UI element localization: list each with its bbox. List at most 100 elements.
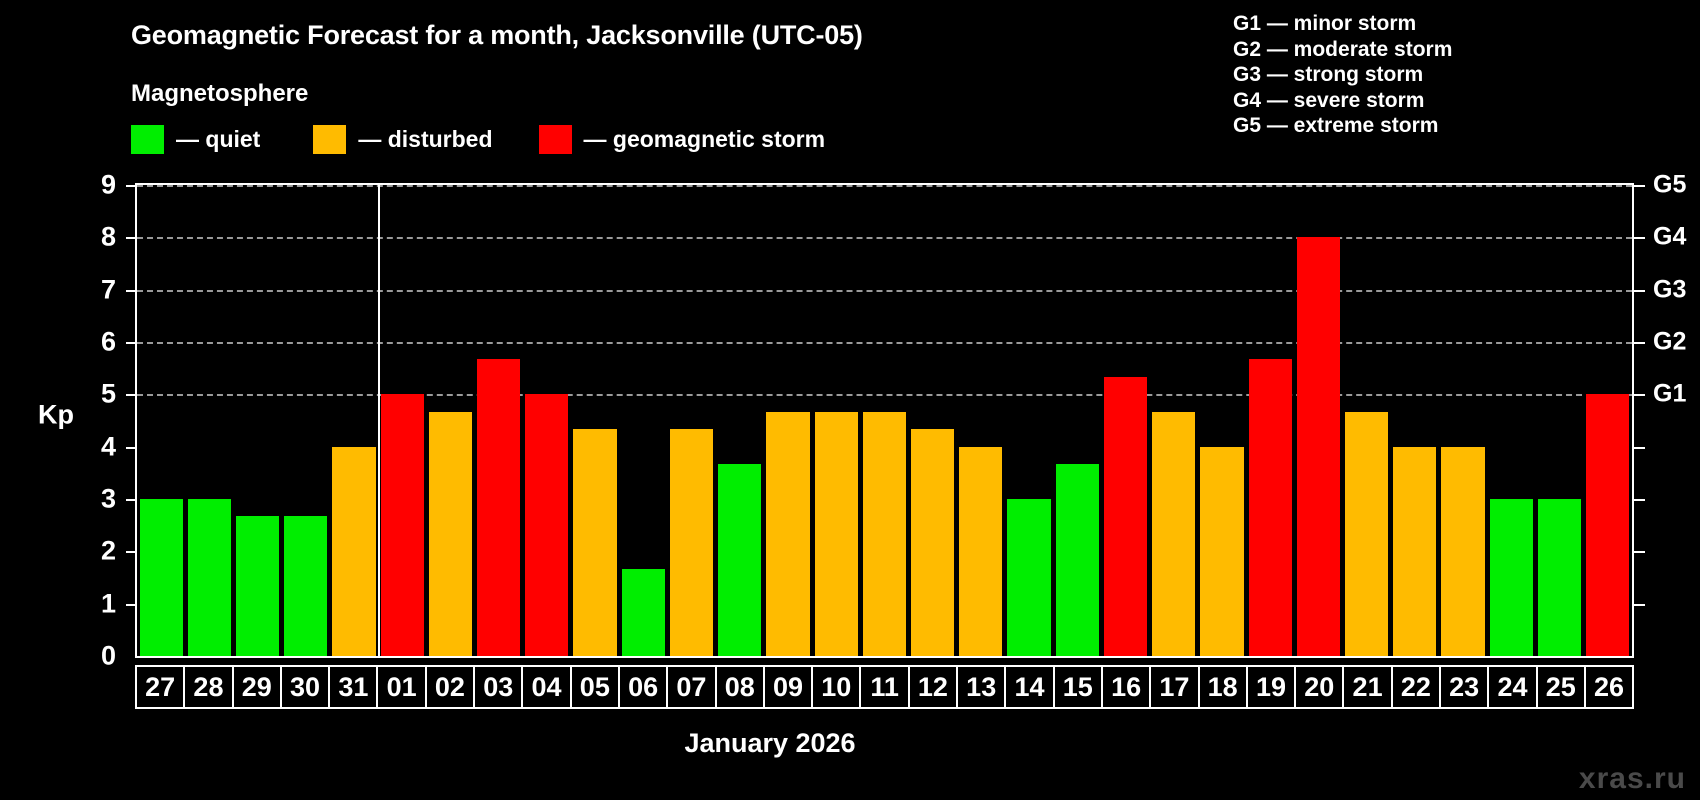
g-scale-item-g5: G5 — extreme storm: [1233, 114, 1439, 137]
day-label-08[interactable]: 08: [717, 667, 765, 707]
bar-02[interactable]: [428, 411, 473, 656]
day-label-28[interactable]: 28: [185, 667, 234, 707]
day-label-25[interactable]: 25: [1538, 667, 1586, 707]
bar-28[interactable]: [187, 499, 231, 656]
legend-label: — geomagnetic storm: [583, 126, 826, 152]
bar-cell-31[interactable]: [330, 185, 378, 656]
day-label-31[interactable]: 31: [330, 667, 379, 707]
bar-cell-18[interactable]: [1198, 185, 1246, 656]
day-label-17[interactable]: 17: [1151, 667, 1200, 707]
bar-08[interactable]: [718, 463, 762, 656]
bar-cell-24[interactable]: [1487, 185, 1535, 656]
day-label-10[interactable]: 10: [813, 667, 862, 707]
day-label-01[interactable]: 01: [378, 667, 427, 707]
day-label-03[interactable]: 03: [475, 667, 524, 707]
bar-09[interactable]: [766, 411, 810, 656]
bar-cell-11[interactable]: [860, 185, 908, 656]
bar-24[interactable]: [1489, 499, 1533, 656]
day-label-02[interactable]: 02: [427, 667, 476, 707]
day-label-20[interactable]: 20: [1296, 667, 1345, 707]
bar-cell-06[interactable]: [619, 185, 667, 656]
bar-05[interactable]: [573, 429, 617, 656]
bar-18[interactable]: [1200, 446, 1244, 656]
bar-03[interactable]: [477, 359, 521, 656]
day-label-07[interactable]: 07: [668, 667, 717, 707]
day-label-29[interactable]: 29: [234, 667, 282, 707]
bar-04[interactable]: [525, 394, 569, 656]
day-label-14[interactable]: 14: [1006, 667, 1055, 707]
bar-cell-14[interactable]: [1005, 185, 1053, 656]
bar-cell-30[interactable]: [282, 185, 330, 656]
bar-cell-17[interactable]: [1150, 185, 1198, 656]
bar-30[interactable]: [284, 516, 328, 656]
bar-cell-28[interactable]: [185, 185, 233, 656]
bar-31[interactable]: [332, 446, 376, 656]
bar-15[interactable]: [1055, 463, 1099, 656]
bar-01[interactable]: [380, 394, 424, 656]
day-label-22[interactable]: 22: [1393, 667, 1442, 707]
bar-29[interactable]: [235, 516, 280, 656]
bar-cell-04[interactable]: [523, 185, 571, 656]
legend-item-1: — disturbed: [313, 125, 493, 154]
bar-cell-07[interactable]: [667, 185, 715, 656]
bar-cell-03[interactable]: [475, 185, 523, 656]
bar-cell-02[interactable]: [426, 185, 474, 656]
bar-26[interactable]: [1586, 394, 1630, 656]
bar-cell-20[interactable]: [1294, 185, 1342, 656]
bar-cell-26[interactable]: [1584, 185, 1632, 656]
bar-20[interactable]: [1296, 237, 1340, 656]
bar-cell-13[interactable]: [957, 185, 1005, 656]
x-axis-day-labels: 27 28 29 30 31 01 02 03 04 05 06 07 08 09 10 11 12 13 14 15…: [135, 665, 1634, 709]
day-label-05[interactable]: 05: [572, 667, 620, 707]
bar-12[interactable]: [911, 429, 955, 656]
bar-cell-23[interactable]: [1439, 185, 1487, 656]
day-label-19[interactable]: 19: [1248, 667, 1297, 707]
bar-cell-29[interactable]: [233, 185, 281, 656]
day-label-09[interactable]: 09: [765, 667, 814, 707]
bar-cell-08[interactable]: [716, 185, 764, 656]
bar-cell-09[interactable]: [764, 185, 812, 656]
day-label-27[interactable]: 27: [137, 667, 186, 707]
bar-06[interactable]: [621, 568, 665, 656]
day-label-26[interactable]: 26: [1594, 671, 1625, 702]
bar-16[interactable]: [1103, 377, 1148, 656]
day-label-13[interactable]: 13: [958, 667, 1007, 707]
day-label-12[interactable]: 12: [910, 667, 959, 707]
bar-11[interactable]: [862, 411, 906, 656]
day-label-24[interactable]: 24: [1489, 667, 1538, 707]
day-label-06[interactable]: 06: [620, 667, 669, 707]
bar-cell-16[interactable]: [1101, 185, 1149, 656]
bar-cell-01[interactable]: [378, 185, 426, 656]
legend-swatch-icon: [538, 125, 572, 154]
bar-cell-10[interactable]: [812, 185, 860, 656]
bar-cell-27[interactable]: [137, 185, 185, 656]
bar-13[interactable]: [959, 446, 1003, 656]
day-label-30[interactable]: 30: [282, 667, 331, 707]
bar-14[interactable]: [1007, 499, 1051, 656]
bar-19[interactable]: [1248, 359, 1292, 656]
bar-cell-25[interactable]: [1535, 185, 1583, 656]
bar-07[interactable]: [669, 429, 714, 656]
bar-27[interactable]: [139, 499, 183, 656]
bar-cell-15[interactable]: [1053, 185, 1101, 656]
bar-21[interactable]: [1344, 411, 1389, 656]
day-label-21[interactable]: 21: [1344, 667, 1393, 707]
day-label-15[interactable]: 15: [1055, 667, 1103, 707]
bar-cell-12[interactable]: [909, 185, 957, 656]
bar-10[interactable]: [814, 411, 858, 656]
day-label-18[interactable]: 18: [1200, 667, 1248, 707]
y-tick-mark-4: [126, 446, 137, 449]
day-label-16[interactable]: 16: [1103, 667, 1152, 707]
bar-cell-21[interactable]: [1342, 185, 1390, 656]
bar-cell-05[interactable]: [571, 185, 619, 656]
gridline-9: [137, 185, 1632, 187]
bar-23[interactable]: [1441, 446, 1485, 656]
day-label-23[interactable]: 23: [1441, 667, 1490, 707]
bar-17[interactable]: [1152, 411, 1196, 656]
day-label-11[interactable]: 11: [861, 667, 910, 707]
bar-22[interactable]: [1393, 446, 1437, 656]
day-label-04[interactable]: 04: [523, 667, 572, 707]
bar-cell-22[interactable]: [1391, 185, 1439, 656]
bar-cell-19[interactable]: [1246, 185, 1294, 656]
bar-25[interactable]: [1537, 499, 1582, 656]
